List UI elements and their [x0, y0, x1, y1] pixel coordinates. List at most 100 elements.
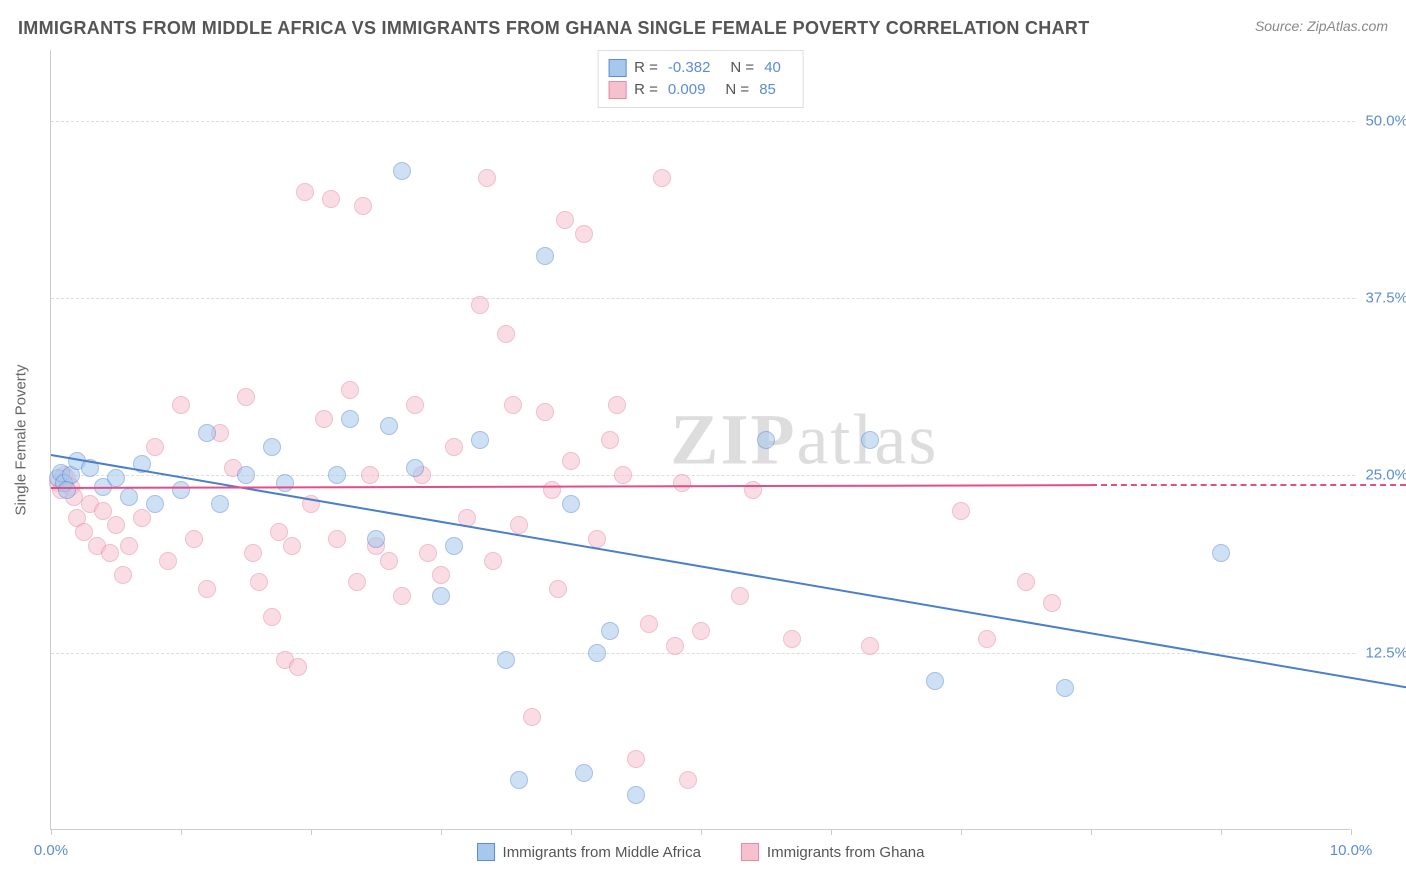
scatter-chart: ZIPatlas Single Female Poverty R =-0.382…: [50, 50, 1350, 830]
x-tick: [311, 829, 312, 835]
chart-title: IMMIGRANTS FROM MIDDLE AFRICA VS IMMIGRA…: [18, 18, 1090, 39]
pink-point: [640, 615, 658, 633]
x-tick: [51, 829, 52, 835]
blue-point: [237, 466, 255, 484]
pink-trendline: [51, 484, 1091, 489]
pink-point: [432, 566, 450, 584]
blue-point: [146, 495, 164, 513]
pink-point: [250, 573, 268, 591]
pink-point: [523, 708, 541, 726]
y-tick-label: 25.0%: [1358, 467, 1406, 484]
pink-point: [666, 637, 684, 655]
pink-point: [198, 580, 216, 598]
gridline: [51, 298, 1355, 299]
series-legend: Immigrants from Middle Africa Immigrants…: [477, 843, 925, 861]
blue-point: [198, 424, 216, 442]
pink-point: [549, 580, 567, 598]
blue-point: [536, 247, 554, 265]
pink-point: [608, 396, 626, 414]
blue-point: [497, 651, 515, 669]
blue-point: [263, 438, 281, 456]
blue-trendline: [51, 454, 1406, 690]
pink-point: [341, 381, 359, 399]
pink-point: [653, 169, 671, 187]
pink-point: [172, 396, 190, 414]
blue-point: [601, 622, 619, 640]
pink-point: [952, 502, 970, 520]
blue-point: [328, 466, 346, 484]
x-tick-label: 10.0%: [1330, 842, 1373, 859]
blue-point: [406, 459, 424, 477]
blue-point: [445, 537, 463, 555]
x-tick: [1221, 829, 1222, 835]
pink-point: [263, 608, 281, 626]
pink-point: [361, 466, 379, 484]
legend-swatch-icon: [741, 843, 759, 861]
pink-point: [614, 466, 632, 484]
pink-point: [627, 750, 645, 768]
x-tick: [571, 829, 572, 835]
legend-swatch-blue: [608, 59, 626, 77]
pink-point: [1043, 594, 1061, 612]
legend-swatch-pink: [608, 81, 626, 99]
pink-point: [478, 169, 496, 187]
blue-point: [172, 481, 190, 499]
gridline: [51, 121, 1355, 122]
pink-point: [601, 431, 619, 449]
blue-point: [58, 481, 76, 499]
pink-point: [146, 438, 164, 456]
pink-point: [471, 296, 489, 314]
pink-point: [237, 388, 255, 406]
blue-point: [380, 417, 398, 435]
y-tick-label: 12.5%: [1358, 644, 1406, 661]
x-tick: [181, 829, 182, 835]
blue-point: [510, 771, 528, 789]
pink-point: [673, 474, 691, 492]
blue-point: [120, 488, 138, 506]
blue-point: [432, 587, 450, 605]
source-attribution: Source: ZipAtlas.com: [1255, 18, 1388, 34]
pink-point: [101, 544, 119, 562]
pink-point: [244, 544, 262, 562]
pink-point: [497, 325, 515, 343]
blue-point: [367, 530, 385, 548]
pink-point: [406, 396, 424, 414]
legend-row-pink: R =0.009 N =85: [608, 79, 793, 101]
blue-point: [588, 644, 606, 662]
pink-point: [562, 452, 580, 470]
pink-point: [283, 537, 301, 555]
blue-point: [562, 495, 580, 513]
blue-point: [276, 474, 294, 492]
pink-point: [679, 771, 697, 789]
pink-point: [556, 211, 574, 229]
legend-item-blue: Immigrants from Middle Africa: [477, 843, 701, 861]
pink-point: [543, 481, 561, 499]
pink-point: [510, 516, 528, 534]
pink-point: [783, 630, 801, 648]
blue-point: [861, 431, 879, 449]
x-tick: [701, 829, 702, 835]
pink-point: [484, 552, 502, 570]
blue-point: [627, 786, 645, 804]
pink-point: [107, 516, 125, 534]
x-tick: [1351, 829, 1352, 835]
pink-point: [445, 438, 463, 456]
legend-swatch-icon: [477, 843, 495, 861]
watermark: ZIPatlas: [670, 398, 938, 481]
pink-point: [296, 183, 314, 201]
pink-point: [575, 225, 593, 243]
pink-point: [354, 197, 372, 215]
pink-point: [120, 537, 138, 555]
blue-point: [471, 431, 489, 449]
legend-item-pink: Immigrants from Ghana: [741, 843, 925, 861]
x-tick: [961, 829, 962, 835]
x-tick: [441, 829, 442, 835]
blue-point: [393, 162, 411, 180]
pink-point: [315, 410, 333, 428]
pink-point: [978, 630, 996, 648]
correlation-legend: R =-0.382 N =40 R =0.009 N =85: [597, 50, 804, 108]
pink-point: [348, 573, 366, 591]
pink-point: [536, 403, 554, 421]
x-tick: [1091, 829, 1092, 835]
pink-point: [393, 587, 411, 605]
